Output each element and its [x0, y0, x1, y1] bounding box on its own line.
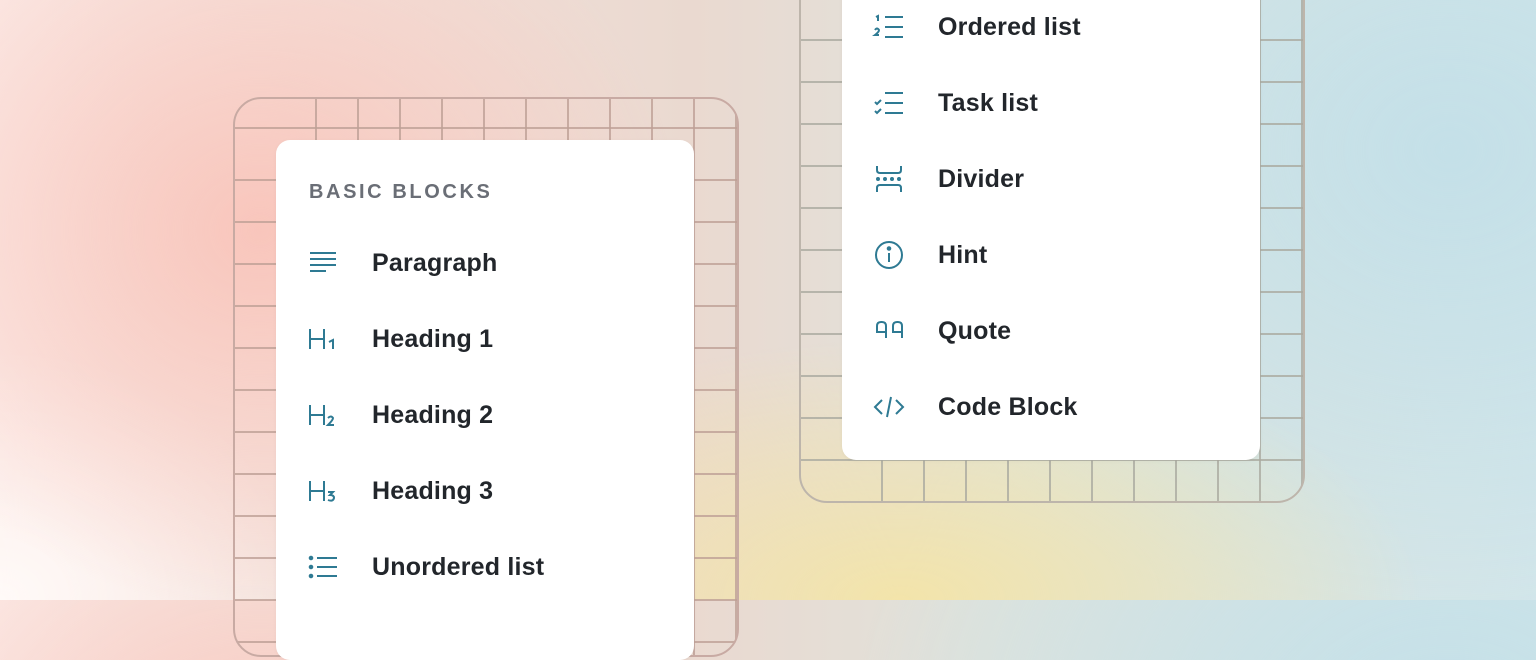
heading-1-icon: [306, 322, 340, 356]
unordered-list-icon: [306, 550, 340, 584]
menu-item-divider[interactable]: Divider: [842, 154, 1260, 204]
block-menu-more: Ordered list Task list Divider Hint Quot…: [842, 0, 1260, 460]
menu-item-code-block[interactable]: Code Block: [842, 382, 1260, 432]
divider-icon: [872, 162, 906, 196]
code-icon: [872, 390, 906, 424]
menu-item-ordered-list[interactable]: Ordered list: [842, 2, 1260, 52]
paragraph-icon: [306, 246, 340, 280]
menu-item-unordered-list[interactable]: Unordered list: [276, 542, 694, 592]
menu-item-heading-3[interactable]: Heading 3: [276, 466, 694, 516]
heading-2-icon: [306, 398, 340, 432]
block-menu-basic: BASIC BLOCKS Paragraph Heading 1 Heading…: [276, 140, 694, 660]
menu-item-hint[interactable]: Hint: [842, 230, 1260, 280]
menu-item-quote[interactable]: Quote: [842, 306, 1260, 356]
menu-item-heading-2[interactable]: Heading 2: [276, 390, 694, 440]
menu-item-paragraph[interactable]: Paragraph: [276, 238, 694, 288]
section-header: BASIC BLOCKS: [309, 181, 493, 203]
task-list-icon: [872, 86, 906, 120]
heading-3-icon: [306, 474, 340, 508]
info-icon: [872, 238, 906, 272]
menu-item-task-list[interactable]: Task list: [842, 78, 1260, 128]
ordered-list-icon: [872, 10, 906, 44]
menu-item-heading-1[interactable]: Heading 1: [276, 314, 694, 364]
quote-icon: [872, 314, 906, 348]
